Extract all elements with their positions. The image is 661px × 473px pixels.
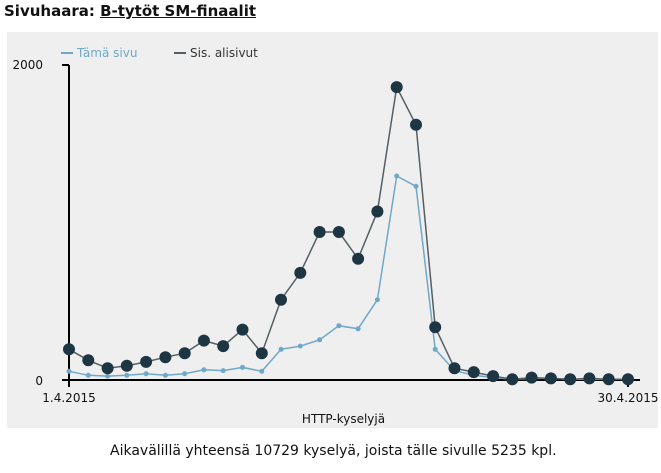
data-point-s1-2 [85, 372, 91, 378]
branch-link[interactable]: B-tytöt SM-finaalit [100, 2, 257, 20]
data-point-s1-8 [201, 367, 207, 373]
data-point-s2-22 [467, 366, 480, 379]
data-point-s2-17 [371, 205, 384, 218]
data-point-s2-16 [352, 252, 365, 265]
data-point-s2-1 [63, 343, 75, 356]
data-point-s1-19 [413, 183, 419, 189]
data-point-s2-10 [236, 323, 249, 336]
x-tick-label-start: 1.4.2015 [42, 391, 95, 405]
data-point-s1-11 [259, 368, 265, 374]
y-tick-label-min: 0 [35, 374, 43, 388]
data-point-s1-16 [355, 326, 361, 332]
data-point-s2-6 [159, 351, 172, 364]
x-tick-label-end: 30.4.2015 [597, 391, 658, 405]
data-point-s2-13 [294, 266, 307, 279]
data-point-s2-19 [410, 118, 422, 131]
data-point-s2-23 [487, 370, 500, 383]
data-point-s2-29 [602, 373, 615, 386]
data-point-s2-15 [332, 226, 345, 238]
legend-label-1: Tämä sivu [76, 46, 137, 60]
data-point-s2-30 [622, 373, 634, 386]
y-tick-label-max: 2000 [12, 58, 43, 72]
chart-panel: Tämä sivu Sis. alisivut 0 2000 1.4.2015 30.4… [7, 32, 658, 428]
data-point-s1-4 [124, 372, 130, 378]
data-point-s1-18 [394, 173, 400, 179]
data-point-s2-9 [217, 340, 230, 353]
data-point-s1-1 [66, 368, 72, 374]
data-point-s1-20 [432, 346, 438, 352]
data-point-s2-2 [82, 354, 95, 367]
data-point-s1-14 [317, 337, 323, 343]
data-point-s1-12 [278, 346, 284, 352]
data-point-s2-28 [583, 372, 596, 385]
data-point-s2-8 [197, 334, 210, 347]
data-point-s1-6 [162, 372, 168, 378]
data-point-s1-7 [182, 371, 188, 377]
data-point-s2-18 [390, 81, 403, 94]
data-point-s2-3 [101, 362, 114, 375]
data-point-s2-14 [313, 226, 326, 238]
heading-prefix: Sivuhaara: [4, 2, 95, 20]
data-point-s2-20 [429, 321, 442, 334]
data-point-s2-26 [544, 372, 557, 385]
data-point-s2-11 [255, 347, 268, 360]
chart-plot [63, 81, 634, 386]
data-point-s1-17 [374, 297, 380, 303]
data-point-s2-25 [525, 371, 538, 384]
chart-axes: 0 2000 1.4.2015 30.4.2015 HTTP-kyselyjä [12, 58, 658, 426]
data-point-s2-21 [448, 362, 461, 375]
series-line-1 [68, 174, 628, 380]
x-axis-label: HTTP-kyselyjä [302, 412, 385, 426]
page-heading: Sivuhaara: B-tytöt SM-finaalit [4, 1, 256, 21]
data-point-s1-13 [297, 343, 303, 349]
data-point-s1-10 [240, 364, 245, 370]
legend-label-2: Sis. alisivut [190, 46, 258, 60]
data-point-s2-12 [275, 293, 287, 306]
data-point-s1-5 [143, 371, 149, 377]
data-point-s1-3 [105, 373, 111, 379]
series-line-2 [68, 84, 628, 380]
query-summary: Aikavälillä yhteensä 10729 kyselyä, jois… [110, 443, 557, 459]
data-point-s2-5 [140, 355, 153, 368]
data-point-s2-27 [564, 373, 577, 386]
data-point-s1-9 [220, 368, 226, 374]
data-point-s2-4 [120, 359, 133, 372]
chart-legend: Tämä sivu Sis. alisivut [61, 46, 258, 60]
line-chart: Tämä sivu Sis. alisivut 0 2000 1.4.2015 30.4… [12, 46, 658, 426]
data-point-s2-24 [506, 373, 519, 386]
data-point-s1-15 [336, 323, 342, 329]
data-point-s2-7 [178, 347, 191, 360]
